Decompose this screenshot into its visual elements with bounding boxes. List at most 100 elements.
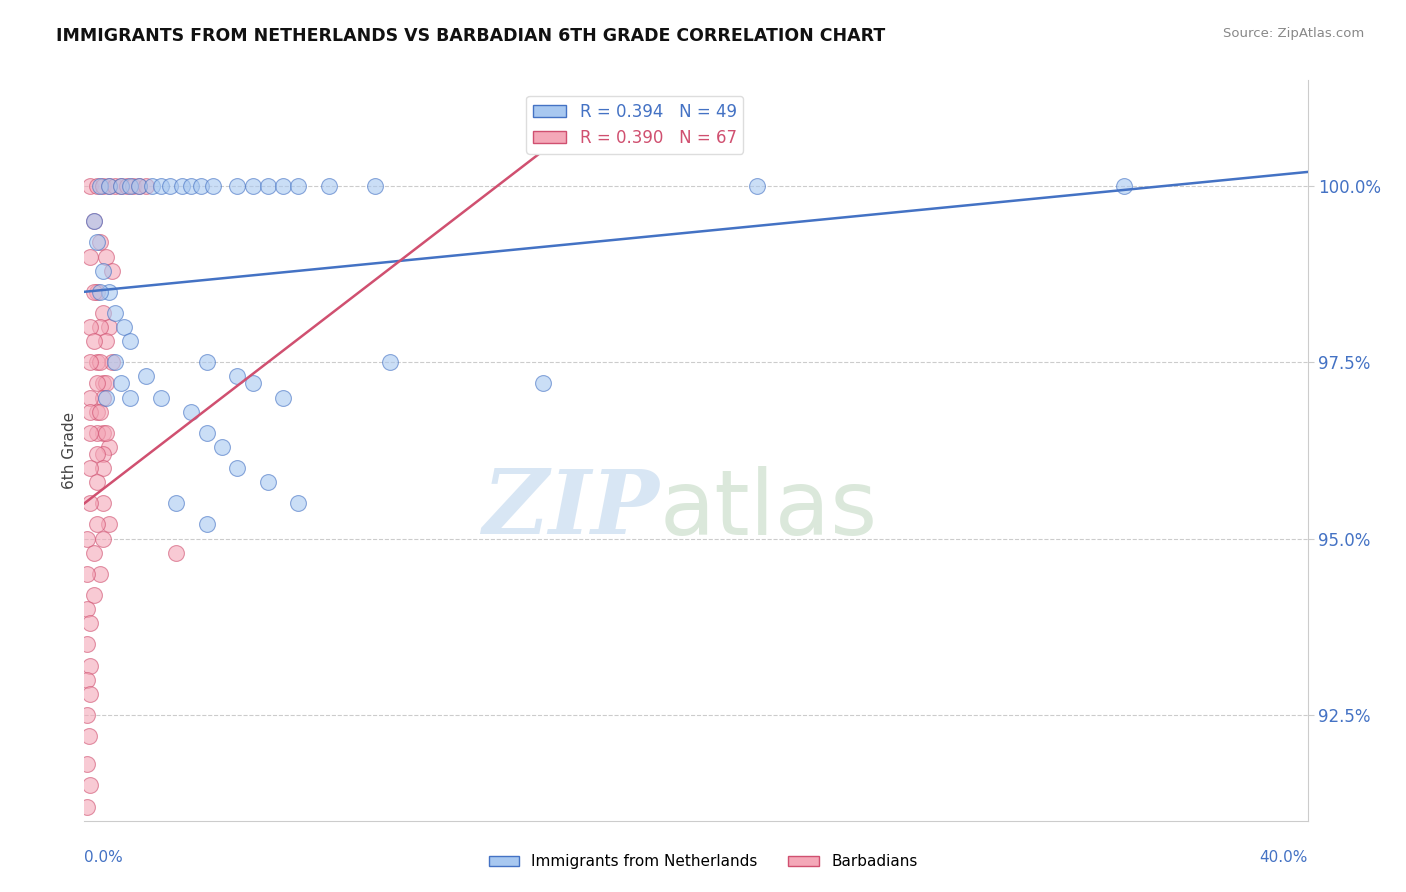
Point bbox=[180, 405, 202, 419]
Point bbox=[1114, 179, 1136, 194]
Point bbox=[195, 517, 218, 532]
Point bbox=[79, 405, 101, 419]
Point bbox=[195, 425, 218, 440]
Point bbox=[180, 179, 202, 194]
Point bbox=[94, 391, 117, 405]
Point bbox=[141, 179, 163, 194]
Point bbox=[83, 285, 105, 299]
Point bbox=[120, 179, 142, 194]
Point bbox=[79, 658, 101, 673]
Point bbox=[76, 673, 98, 687]
Point bbox=[83, 588, 105, 602]
Point bbox=[112, 320, 135, 334]
Point bbox=[531, 376, 554, 391]
Text: 0.0%: 0.0% bbox=[84, 850, 124, 865]
Point bbox=[79, 687, 101, 701]
Text: Source: ZipAtlas.com: Source: ZipAtlas.com bbox=[1223, 27, 1364, 40]
Point bbox=[101, 263, 124, 277]
Point bbox=[115, 179, 138, 194]
Point bbox=[120, 334, 142, 348]
Point bbox=[190, 179, 212, 194]
Point bbox=[128, 179, 150, 194]
Point bbox=[76, 532, 98, 546]
Point bbox=[89, 355, 111, 369]
Point bbox=[86, 447, 108, 461]
Point bbox=[76, 799, 98, 814]
Text: ZIP: ZIP bbox=[484, 467, 659, 553]
Point bbox=[97, 285, 120, 299]
Point bbox=[91, 263, 114, 277]
Point bbox=[110, 376, 132, 391]
Point bbox=[86, 179, 108, 194]
Point bbox=[76, 602, 98, 616]
Point bbox=[91, 461, 114, 475]
Point bbox=[79, 355, 101, 369]
Point bbox=[287, 496, 309, 510]
Point bbox=[89, 320, 111, 334]
Point bbox=[76, 707, 98, 722]
Point bbox=[89, 235, 111, 250]
Point bbox=[94, 334, 117, 348]
Point bbox=[94, 250, 117, 264]
Point bbox=[257, 179, 280, 194]
Point bbox=[91, 447, 114, 461]
Point bbox=[97, 440, 120, 454]
Point bbox=[120, 391, 142, 405]
Point bbox=[91, 179, 114, 194]
Point bbox=[226, 461, 249, 475]
Point bbox=[97, 179, 120, 194]
Text: 40.0%: 40.0% bbox=[1260, 850, 1308, 865]
Point bbox=[149, 391, 172, 405]
Point bbox=[110, 179, 132, 194]
Point bbox=[86, 475, 108, 490]
Point bbox=[76, 637, 98, 651]
Point bbox=[83, 546, 105, 560]
Point bbox=[86, 285, 108, 299]
Point bbox=[128, 179, 150, 194]
Point bbox=[165, 496, 187, 510]
Point bbox=[91, 425, 114, 440]
Point bbox=[97, 320, 120, 334]
Point bbox=[104, 355, 127, 369]
Legend: R = 0.394   N = 49, R = 0.390   N = 67: R = 0.394 N = 49, R = 0.390 N = 67 bbox=[526, 96, 744, 153]
Point bbox=[149, 179, 172, 194]
Y-axis label: 6th Grade: 6th Grade bbox=[62, 412, 77, 489]
Point bbox=[83, 214, 105, 228]
Point bbox=[271, 391, 294, 405]
Point bbox=[79, 496, 101, 510]
Point bbox=[287, 179, 309, 194]
Point bbox=[122, 179, 145, 194]
Point bbox=[110, 179, 132, 194]
Point bbox=[165, 546, 187, 560]
Point bbox=[747, 179, 769, 194]
Point bbox=[97, 179, 120, 194]
Point bbox=[86, 425, 108, 440]
Point bbox=[91, 306, 114, 320]
Point bbox=[79, 425, 101, 440]
Point bbox=[89, 285, 111, 299]
Point bbox=[226, 179, 249, 194]
Point bbox=[257, 475, 280, 490]
Point bbox=[101, 355, 124, 369]
Point bbox=[91, 376, 114, 391]
Point bbox=[86, 405, 108, 419]
Point bbox=[86, 376, 108, 391]
Point bbox=[242, 179, 264, 194]
Point bbox=[242, 376, 264, 391]
Point bbox=[104, 179, 127, 194]
Point bbox=[79, 778, 101, 792]
Point bbox=[135, 179, 157, 194]
Point bbox=[364, 179, 387, 194]
Point bbox=[79, 250, 101, 264]
Point bbox=[226, 369, 249, 384]
Point bbox=[79, 461, 101, 475]
Point bbox=[79, 179, 101, 194]
Point bbox=[79, 391, 101, 405]
Point bbox=[89, 179, 111, 194]
Point bbox=[104, 306, 127, 320]
Point bbox=[76, 757, 98, 772]
Legend: Immigrants from Netherlands, Barbadians: Immigrants from Netherlands, Barbadians bbox=[482, 848, 924, 875]
Point bbox=[318, 179, 340, 194]
Point bbox=[271, 179, 294, 194]
Point bbox=[86, 517, 108, 532]
